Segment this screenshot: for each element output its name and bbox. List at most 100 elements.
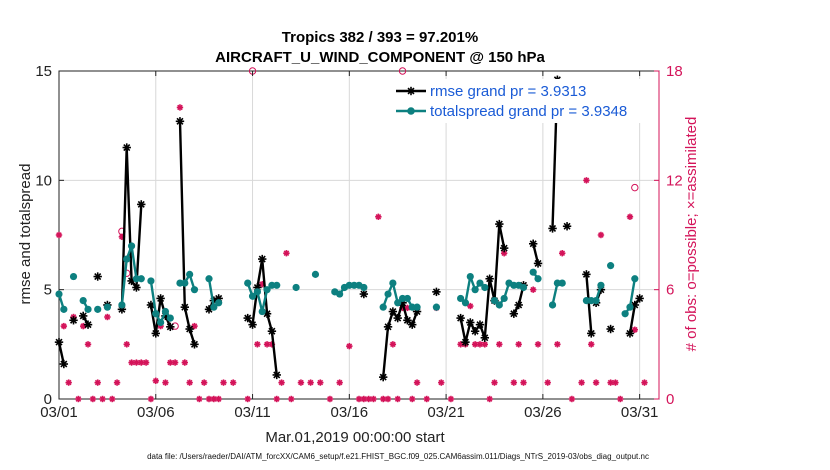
obs-assimilated-dot	[164, 381, 167, 384]
obs-assimilated-dot	[425, 397, 428, 401]
obs-assimilated-dot	[512, 381, 516, 384]
obs-assimilated-dot	[502, 252, 506, 255]
obs-assimilated-dot	[169, 361, 172, 364]
obs-assimilated-dot	[377, 215, 380, 218]
obs-assimilated-dot	[135, 361, 138, 364]
spread-point	[336, 290, 344, 298]
y-right-axis-label: # of obs: o=possible; ×=assimilated	[683, 117, 700, 352]
obs-assimilated-dot	[86, 343, 90, 346]
spread-point	[476, 279, 484, 287]
spread-point	[55, 290, 63, 298]
spread-point	[127, 242, 136, 250]
rmse-point-core	[207, 307, 211, 312]
y-tick-label: 15	[35, 63, 52, 80]
spread-point	[190, 286, 199, 294]
obs-assimilated-dot	[193, 324, 196, 328]
rmse-point-core	[183, 305, 187, 309]
rmse-point-core	[531, 241, 535, 246]
spread-point	[384, 290, 392, 298]
obs-assimilated-dot	[367, 397, 370, 401]
spread-point	[292, 283, 300, 292]
rmse-point-core	[362, 292, 366, 296]
rmse-point-core	[62, 362, 66, 366]
rmse-point-core	[550, 226, 555, 231]
rmse-point-core	[178, 119, 182, 124]
spread-point	[379, 303, 387, 311]
spread-point	[626, 303, 634, 311]
obs-assimilated-dot	[599, 233, 603, 237]
obs-assimilated-dot	[415, 381, 419, 384]
rmse-point-core	[245, 316, 250, 320]
rmse-point-core	[633, 303, 637, 307]
rmse-point-core	[405, 318, 410, 323]
spread-point	[60, 305, 68, 313]
obs-assimilated-dot	[309, 381, 312, 384]
obs-assimilated-dot	[265, 343, 269, 346]
rmse-point-core	[153, 331, 158, 336]
obs-assimilated-dot	[207, 397, 211, 401]
obs-assimilated-dot	[106, 315, 109, 319]
spread-point	[413, 303, 421, 311]
obs-assimilated-dot	[67, 381, 70, 384]
spread-point	[263, 286, 271, 294]
spread-point	[157, 318, 165, 327]
spread-point	[137, 275, 145, 283]
spread-point	[205, 275, 213, 283]
spread-point	[161, 307, 170, 316]
obs-assimilated-dot	[246, 397, 249, 401]
obs-assimilated-dot	[57, 233, 61, 237]
rmse-point-core	[265, 311, 269, 316]
rmse-point-core	[134, 285, 139, 290]
obs-assimilated-dot	[498, 343, 501, 346]
spread-point	[147, 277, 155, 285]
obs-assimilated-dot	[536, 343, 540, 346]
obs-assimilated-dot	[140, 361, 143, 364]
spread-point	[181, 279, 189, 287]
obs-assimilated-dot	[594, 381, 598, 384]
obs-assimilated-dot	[178, 106, 182, 109]
spread-point	[519, 283, 528, 292]
rmse-point-core	[192, 342, 197, 347]
rmse-point-core	[95, 274, 100, 279]
obs-assimilated-dot	[77, 397, 80, 401]
obs-assimilated-dot	[222, 381, 225, 384]
ticks-layer: 03/01 03/06 03/11 03/16 03/21 03/26 03/31 0 5 10 1…	[35, 63, 682, 421]
obs-assimilated-dot	[217, 397, 220, 401]
spread-line-segment	[551, 282, 559, 306]
x-tick-label: 03/01	[40, 404, 78, 421]
spread-point	[248, 292, 257, 300]
rmse-point-core	[637, 296, 642, 301]
spread-point	[558, 279, 566, 287]
obs-assimilated-dot	[643, 381, 646, 384]
spread-point	[389, 279, 397, 287]
spread-point	[403, 294, 411, 303]
rmse-point-core	[512, 311, 516, 316]
obs-assimilated-dot	[149, 397, 153, 401]
obs-assimilated-dot	[483, 343, 487, 346]
rmse-point-core	[250, 322, 255, 327]
obs-assimilated-dot	[299, 381, 303, 384]
rmse-point-core	[158, 296, 163, 301]
legend-box	[396, 79, 646, 123]
y-right-tick-label: 12	[666, 172, 683, 189]
rmse-point-core	[57, 340, 61, 344]
rmse-line-segment	[178, 121, 196, 345]
legend-spread-marker	[407, 107, 415, 115]
obs-assimilated-dot	[111, 397, 114, 401]
rmse-point-core	[395, 316, 400, 320]
y-tick-label: 5	[44, 282, 52, 299]
rmse-point-core	[71, 318, 76, 323]
rmse-point-core	[589, 331, 594, 336]
rmse-point-core	[139, 202, 144, 207]
spread-point	[253, 288, 261, 296]
obs-assimilated-dot	[391, 343, 395, 346]
rmse-point-core	[260, 257, 265, 261]
rmse-point-core	[386, 325, 390, 329]
obs-assimilated-dot	[488, 397, 491, 401]
obs-assimilated-dot	[386, 397, 390, 401]
spread-point	[607, 262, 615, 270]
y-right-tick-label: 0	[666, 391, 674, 408]
rmse-line-segment	[459, 222, 506, 344]
spread-point	[215, 299, 223, 307]
obs-assimilated-dot	[633, 328, 637, 331]
